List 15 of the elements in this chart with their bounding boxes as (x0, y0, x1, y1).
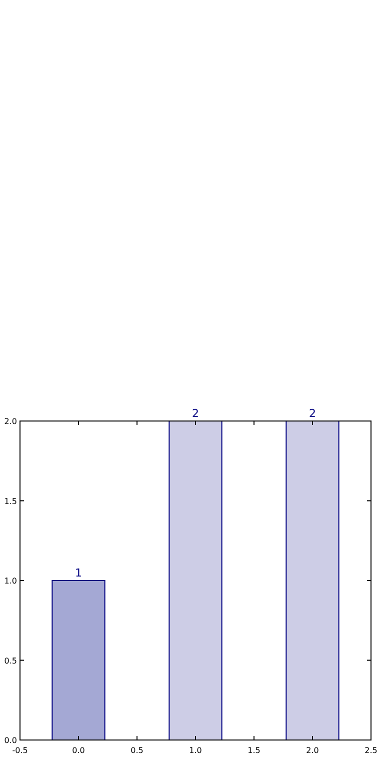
x-tick-label: 1.0 (189, 746, 202, 755)
x-tick-label: -0.5 (12, 746, 28, 755)
data-label: 1 (75, 566, 82, 580)
data-label: 2 (192, 407, 199, 420)
y-tick-label: 0.0 (4, 736, 17, 745)
y-tick-label: 2.0 (4, 417, 17, 426)
y-tick-label: 1.0 (4, 576, 17, 586)
x-tick-label: 0.0 (72, 746, 85, 755)
x-tick-label: 2.0 (306, 746, 319, 755)
x-tick-label: 2.5 (364, 746, 378, 755)
y-tick-label: 1.5 (4, 496, 17, 506)
data-label: 2 (309, 407, 316, 420)
y-tick-label: 0.5 (4, 656, 17, 666)
x-tick-label: 0.5 (130, 746, 144, 755)
x-tick-label: 1.5 (248, 746, 260, 755)
